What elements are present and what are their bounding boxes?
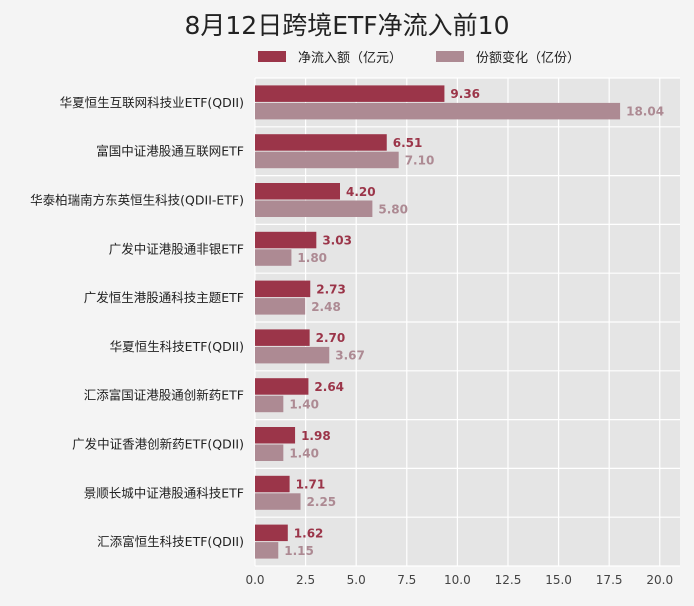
x-tick-label: 12.5 (495, 573, 522, 587)
data-label-net-inflow: 4.20 (346, 185, 376, 199)
category-label: 汇添富恒生科技ETF(QDII) (97, 534, 244, 549)
chart-title: 8月12日跨境ETF净流入前10 (184, 11, 510, 40)
category-label: 华夏恒生互联网科技业ETF(QDII) (60, 95, 244, 110)
data-label-net-inflow: 6.51 (393, 136, 423, 150)
category-label: 景顺长城中证港股通科技ETF (84, 485, 244, 500)
data-label-share-change: 1.80 (297, 251, 327, 265)
category-label: 广发恒生港股通科技主题ETF (84, 290, 244, 305)
x-tick-label: 17.5 (596, 573, 623, 587)
legend-swatch-net-inflow (258, 51, 286, 62)
category-label: 华泰柏瑞南方东英恒生科技(QDII-ETF) (30, 193, 244, 208)
bar-share-change (255, 493, 301, 510)
bar-share-change (255, 395, 284, 413)
legend-item-share-change: 份额变化（亿份） (436, 47, 580, 66)
data-label-share-change: 1.40 (289, 397, 319, 411)
legend-label-share-change: 份额变化（亿份） (476, 51, 581, 66)
category-label: 广发中证港股通非银ETF (109, 241, 244, 256)
data-label-share-change: 3.67 (335, 349, 365, 363)
category-label: 汇添富国证港股通创新药ETF (84, 388, 244, 403)
data-label-net-inflow: 1.71 (296, 478, 326, 492)
bar-net-inflow (255, 427, 296, 444)
data-label-share-change: 1.40 (289, 446, 319, 460)
x-tick-label: 15.0 (545, 573, 572, 587)
data-label-net-inflow: 1.98 (301, 429, 331, 443)
data-label-share-change: 2.48 (311, 300, 341, 314)
bar-share-change (255, 249, 292, 266)
x-tick-label: 2.5 (296, 573, 315, 587)
x-tick-label: 20.0 (646, 573, 673, 587)
data-label-share-change: 1.15 (284, 544, 314, 558)
data-label-net-inflow: 2.64 (314, 380, 344, 394)
bar-net-inflow (255, 280, 311, 298)
bar-net-inflow (255, 231, 317, 249)
data-label-share-change: 2.25 (307, 495, 337, 509)
x-tick-label: 0.0 (245, 573, 264, 587)
legend: 净流入额（亿元） 份额变化（亿份） (258, 47, 614, 66)
bar-net-inflow (255, 183, 340, 200)
bar-net-inflow (255, 378, 309, 395)
data-label-share-change: 5.80 (378, 202, 408, 216)
x-tick-label: 5.0 (347, 573, 366, 587)
bar-net-inflow (255, 329, 310, 346)
bar-share-change (255, 542, 279, 559)
bar-share-change (255, 102, 621, 120)
bar-net-inflow (255, 524, 288, 542)
category-label: 华夏恒生科技ETF(QDII) (110, 339, 244, 354)
data-label-share-change: 7.10 (405, 153, 435, 167)
x-tick-label: 10.0 (444, 573, 471, 587)
bar-net-inflow (255, 475, 290, 493)
bar-share-change (255, 200, 373, 217)
bar-net-inflow (255, 85, 445, 102)
data-label-net-inflow: 1.62 (294, 526, 324, 540)
category-label: 广发中证香港创新药ETF(QDII) (72, 437, 244, 452)
bar-net-inflow (255, 134, 387, 151)
legend-item-net-inflow: 净流入额（亿元） (258, 47, 402, 66)
data-label-net-inflow: 2.73 (316, 282, 346, 296)
bar-share-change (255, 346, 330, 364)
legend-swatch-share-change (436, 51, 465, 62)
bar-share-change (255, 298, 306, 315)
bar-share-change (255, 444, 284, 461)
x-tick-label: 7.5 (397, 573, 416, 587)
category-label: 富国中证港股通互联网ETF (96, 144, 244, 159)
data-label-net-inflow: 3.03 (322, 234, 352, 248)
data-label-share-change: 18.04 (626, 105, 664, 119)
bar-share-change (255, 151, 399, 169)
data-label-net-inflow: 2.70 (316, 331, 346, 345)
legend-label-net-inflow: 净流入额（亿元） (298, 51, 403, 66)
data-label-net-inflow: 9.36 (450, 87, 480, 101)
